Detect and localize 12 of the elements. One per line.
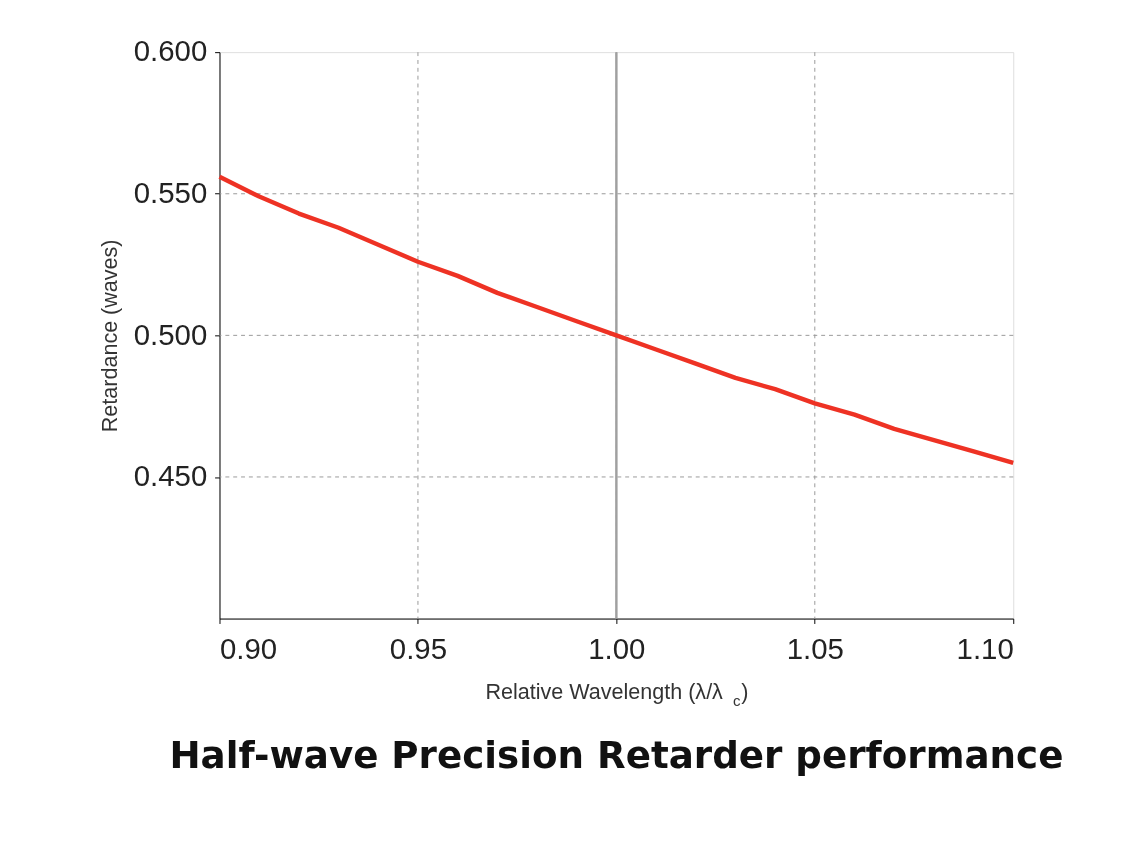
y-tick-label: 0.550 [133,176,208,210]
x-tick-label: 1.05 [786,632,844,666]
y-tick-label: 0.450 [133,459,208,493]
line-series [217,174,1016,466]
y-axis-title: Retardance (waves) [97,239,123,433]
x-tick-label: 1.00 [588,632,646,666]
y-tick-label: 0.600 [133,34,208,68]
y-tick-label: 0.500 [133,317,208,351]
text: Half-wave Precision Retarder performance [169,732,1064,777]
x-tick-label: 1.10 [956,632,1014,666]
x-tick-label: 0.95 [389,632,448,666]
x-tick-label: 0.90 [219,632,278,666]
